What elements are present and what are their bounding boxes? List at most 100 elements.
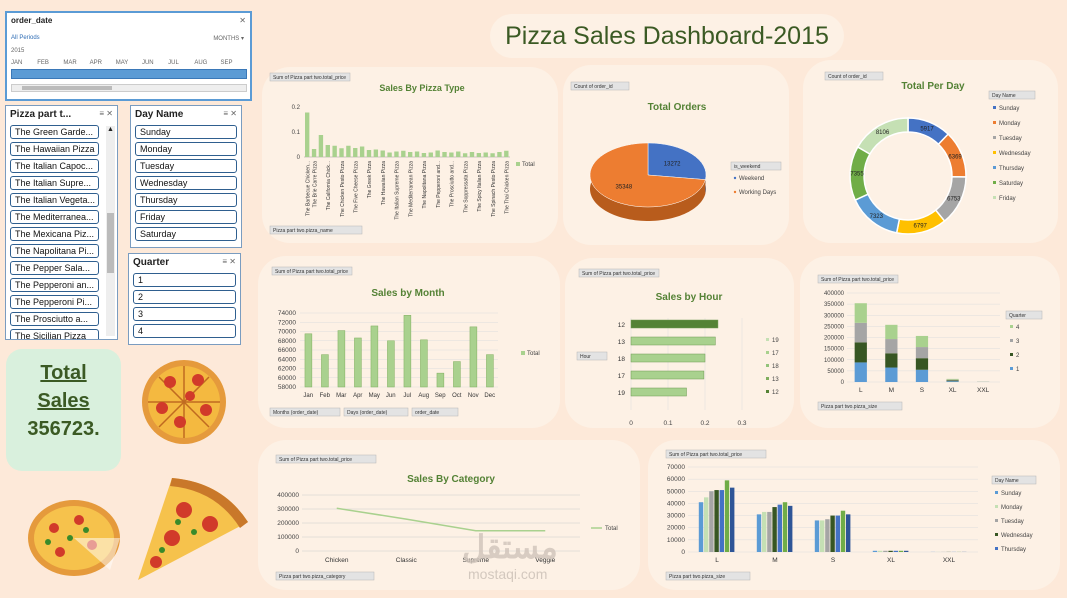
pivot-field-button[interactable]: Day Name bbox=[988, 90, 1036, 100]
all-periods-link[interactable]: All Periods bbox=[11, 35, 40, 41]
pivot-field-button[interactable]: Sum of Pizza part two.total_price bbox=[271, 266, 353, 276]
scroll-thumb[interactable] bbox=[22, 86, 112, 90]
y-tick-label: 19 bbox=[618, 390, 626, 397]
category-chart[interactable]: Sum of Pizza part two.total_price Sales B… bbox=[258, 440, 640, 590]
x-tick-label: Aug bbox=[418, 393, 429, 399]
pizza-slicer-item[interactable]: The Pepperoni Pi... bbox=[10, 295, 99, 309]
timeline-scrollbar[interactable] bbox=[11, 84, 247, 92]
pivot-field-button[interactable]: Sum of Pizza part two.total_price bbox=[275, 454, 377, 464]
scroll-up-icon[interactable]: ▲ bbox=[107, 126, 114, 133]
pivot-field-button[interactable]: Pizza part two.pizza_name bbox=[269, 225, 363, 235]
pivot-field-button[interactable]: order_date bbox=[411, 407, 459, 417]
granularity-dropdown[interactable]: MONTHS ▾ bbox=[213, 35, 244, 42]
x-tick-label: S bbox=[920, 387, 925, 394]
pivot-field-button[interactable]: Hour bbox=[576, 351, 608, 361]
pivot-field-button[interactable]: Days (order_date) bbox=[343, 407, 409, 417]
timeline-slicer[interactable]: order_date ✕ All Periods MONTHS ▾ 2015 J… bbox=[5, 11, 252, 101]
pizza-slicer-item[interactable]: The Mexicana Piz... bbox=[10, 227, 99, 241]
bar bbox=[714, 490, 719, 552]
dashboard-title: Pizza Sales Dashboard-2015 bbox=[490, 14, 844, 58]
quarter-slicer[interactable]: Quarter ≡ ✕ 1 2 3 4 bbox=[128, 253, 241, 345]
pizza-slicer-scrollbar[interactable]: ▲ bbox=[106, 126, 115, 336]
size-quarter-chart[interactable]: Sum of Pizza part two.total_price 400000 3… bbox=[800, 256, 1060, 428]
pivot-field-button[interactable]: Pizza part two.pizza_category bbox=[275, 571, 375, 581]
day-slicer-item[interactable]: Thursday bbox=[135, 193, 237, 207]
day-slicer-item[interactable]: Tuesday bbox=[135, 159, 237, 173]
timeline-month[interactable]: JUN bbox=[141, 60, 154, 66]
timeline-month[interactable]: APR bbox=[89, 60, 102, 66]
timeline-bar[interactable] bbox=[11, 69, 247, 79]
pivot-field-button[interactable]: Day Name bbox=[991, 475, 1037, 485]
pivot-field-button[interactable]: is_weekend bbox=[730, 161, 782, 171]
pizza-slicer-item[interactable]: The Italian Capoc... bbox=[10, 159, 99, 173]
chart-title: Total Per Day bbox=[901, 81, 965, 92]
bar bbox=[403, 315, 412, 388]
timeline-month[interactable]: MAY bbox=[115, 60, 129, 66]
clear-filter-icon[interactable]: ✕ bbox=[239, 16, 246, 25]
timeline-month[interactable]: JAN bbox=[11, 60, 23, 66]
month-chart[interactable]: Sum of Pizza part two.total_price Sales b… bbox=[258, 256, 560, 428]
day-slicer-item[interactable]: Sunday bbox=[135, 125, 237, 139]
pivot-field-button[interactable]: Count of order_id bbox=[570, 81, 630, 91]
timeline-month[interactable]: FEB bbox=[37, 60, 49, 66]
filter-icons[interactable]: ≡ ✕ bbox=[223, 109, 237, 118]
pivot-field-button[interactable]: Months (order_date) bbox=[269, 407, 341, 417]
bar bbox=[830, 515, 835, 552]
y-tick-label: 0 bbox=[681, 549, 685, 556]
pivot-field-button[interactable]: Sum of Pizza part two.total_price bbox=[269, 72, 351, 82]
pivot-field-button[interactable]: Pizza part two.pizza_size bbox=[665, 571, 751, 581]
quarter-slicer-item[interactable]: 3 bbox=[133, 307, 236, 321]
pizza-slicer-item[interactable]: The Napolitana Pi... bbox=[10, 244, 99, 258]
day-slicer-item[interactable]: Saturday bbox=[135, 227, 237, 241]
bar bbox=[442, 152, 447, 157]
quarter-slicer-item[interactable]: 4 bbox=[133, 324, 236, 338]
bar bbox=[414, 151, 420, 157]
legend-label: Working Days bbox=[739, 190, 776, 196]
pizza-slicer-item[interactable]: The Pepper Sala... bbox=[10, 261, 99, 275]
x-tick-label: Feb bbox=[320, 393, 331, 399]
pizza-slicer-item[interactable]: The Mediterranea... bbox=[10, 210, 99, 224]
quarter-slicer-item[interactable]: 2 bbox=[133, 290, 236, 304]
pivot-field-button[interactable]: Sum of Pizza part two.total_price bbox=[817, 274, 899, 284]
filter-icons[interactable]: ≡ ✕ bbox=[99, 109, 113, 118]
legend-label: Monday bbox=[999, 121, 1020, 127]
day-slicer-item[interactable]: Wednesday bbox=[135, 176, 237, 190]
pizza-slicer-item[interactable]: The Hawaiian Pizza bbox=[10, 142, 99, 156]
pizza-slicer-item[interactable]: The Italian Vegeta... bbox=[10, 193, 99, 207]
bar bbox=[435, 150, 440, 157]
pizza-name-slicer[interactable]: Pizza part t... ≡ ✕ The Green Garde... Th… bbox=[5, 105, 118, 340]
scroll-thumb[interactable] bbox=[107, 213, 114, 273]
pizza-slicer-item[interactable]: The Sicilian Pizza bbox=[10, 329, 99, 339]
timeline-month[interactable]: JUL bbox=[168, 60, 179, 66]
timeline-month[interactable]: SEP bbox=[220, 60, 233, 66]
bar bbox=[387, 152, 392, 157]
pivot-field-button[interactable]: Sum of Pizza part two.total_price bbox=[665, 449, 767, 459]
pizza-type-chart[interactable]: Sum of Pizza part two.total_price Sales B… bbox=[262, 67, 558, 243]
size-day-chart[interactable]: Sum of Pizza part two.total_price 70000 60… bbox=[648, 440, 1060, 590]
timeline-month[interactable]: AUG bbox=[194, 60, 208, 66]
day-slicer-item[interactable]: Monday bbox=[135, 142, 237, 156]
pizza-slicer-item[interactable]: The Italian Supre... bbox=[10, 176, 99, 190]
pivot-field-button[interactable]: Quarter bbox=[1005, 310, 1043, 320]
category-card bbox=[258, 440, 640, 590]
data-label: 13272 bbox=[664, 161, 681, 167]
legend-swatch bbox=[993, 136, 996, 139]
quarter-slicer-item[interactable]: 1 bbox=[133, 273, 236, 287]
pizza-slicer-item[interactable]: The Green Garde... bbox=[10, 125, 99, 139]
filter-icons[interactable]: ≡ ✕ bbox=[222, 257, 236, 266]
bar bbox=[490, 153, 495, 157]
pivot-field-button[interactable]: Count of order_id bbox=[824, 71, 884, 81]
legend-label: 17 bbox=[772, 351, 779, 357]
pivot-field-button[interactable]: Sum of Pizza part two.total_price bbox=[578, 268, 660, 278]
legend-swatch bbox=[766, 351, 769, 354]
pizza-slicer-item[interactable]: The Prosciutto a... bbox=[10, 312, 99, 326]
timeline-month[interactable]: MAR bbox=[63, 60, 77, 66]
total-orders-chart[interactable]: Count of order_id Total Orders 13272 35348 i… bbox=[563, 65, 789, 245]
pivot-field-button[interactable]: Pizza part two.pizza_size bbox=[817, 401, 903, 411]
pizza-slicer-item[interactable]: The Pepperoni an... bbox=[10, 278, 99, 292]
day-name-slicer[interactable]: Day Name ≡ ✕ Sunday Monday Tuesday Wednesda… bbox=[130, 105, 242, 248]
hour-chart[interactable]: Sum of Pizza part two.total_price Sales b… bbox=[565, 258, 794, 428]
day-slicer-item[interactable]: Friday bbox=[135, 210, 237, 224]
per-day-chart[interactable]: Count of order_id Total Per Day 5917 6369 67… bbox=[803, 60, 1058, 243]
x-tick-label: L bbox=[859, 387, 863, 394]
